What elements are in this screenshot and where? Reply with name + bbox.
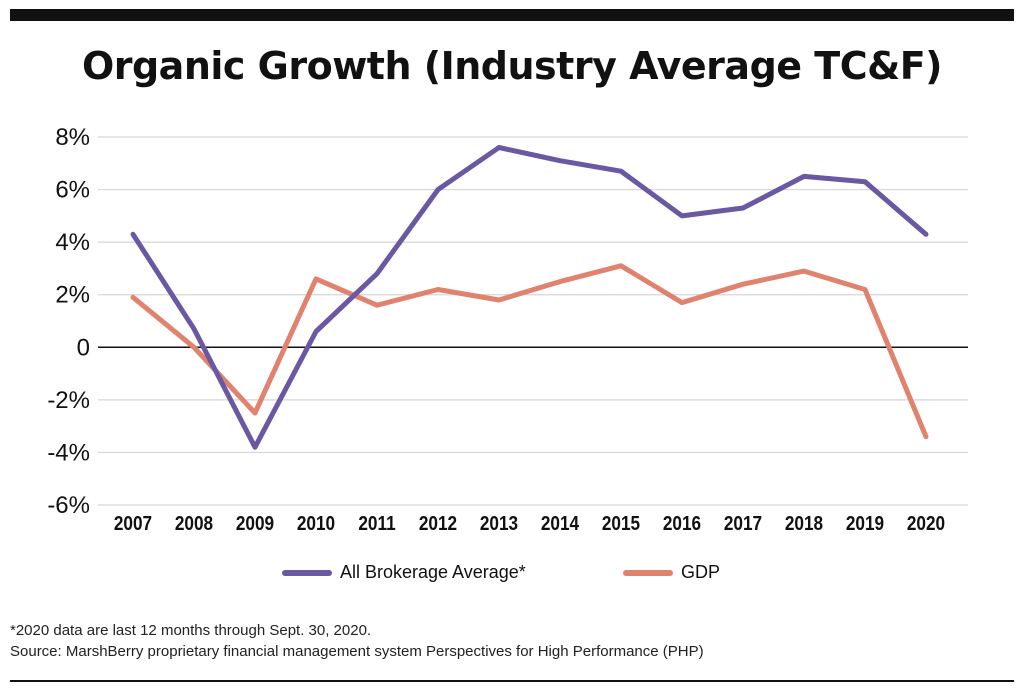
series-line-all-brokerage <box>130 145 929 450</box>
footnote-source: Source: MarshBerry proprietary financial… <box>10 643 704 660</box>
x-tick-label: 2013 <box>480 512 518 535</box>
x-tick-label: 2014 <box>541 512 580 535</box>
legend-item-gdp: GDP <box>623 562 720 583</box>
x-tick-label: 2020 <box>907 512 945 535</box>
y-tick-label: 4% <box>55 229 90 256</box>
x-tick-label: 2016 <box>663 512 701 535</box>
legend-label-all-brokerage: All Brokerage Average* <box>340 562 526 582</box>
footnote-note: *2020 data are last 12 months through Se… <box>10 622 372 639</box>
x-tick-label: 2017 <box>724 512 762 535</box>
y-tick-label: 2% <box>55 282 90 309</box>
x-tick-label: 2012 <box>419 512 457 535</box>
y-tick-label: -2% <box>47 387 90 414</box>
chart-title: Organic Growth (Industry Average TC&F) <box>81 44 943 88</box>
legend: All Brokerage Average* GDP <box>0 562 1024 586</box>
legend-swatch-gdp <box>623 569 673 576</box>
y-tick-label: 6% <box>55 177 90 204</box>
y-tick-label: -4% <box>47 439 90 466</box>
x-tick-label: 2007 <box>114 512 152 535</box>
x-tick-label: 2018 <box>785 512 823 535</box>
x-tick-label: 2011 <box>358 512 395 535</box>
x-tick-label: 2010 <box>297 512 335 535</box>
series-line-gdp <box>130 263 929 440</box>
legend-item-all-brokerage: All Brokerage Average* <box>282 562 526 583</box>
y-tick-label: -6% <box>47 492 90 519</box>
y-tick-label: 8% <box>55 124 90 151</box>
x-tick-label: 2019 <box>846 512 884 535</box>
x-tick-label: 2009 <box>236 512 274 535</box>
bottom-rule <box>10 680 1014 682</box>
top-rule <box>10 9 1014 21</box>
x-tick-label: 2015 <box>602 512 640 535</box>
legend-swatch-all-brokerage <box>282 569 332 576</box>
legend-label-gdp: GDP <box>681 562 721 582</box>
y-tick-label: 0 <box>77 334 90 361</box>
x-tick-label: 2008 <box>175 512 213 535</box>
